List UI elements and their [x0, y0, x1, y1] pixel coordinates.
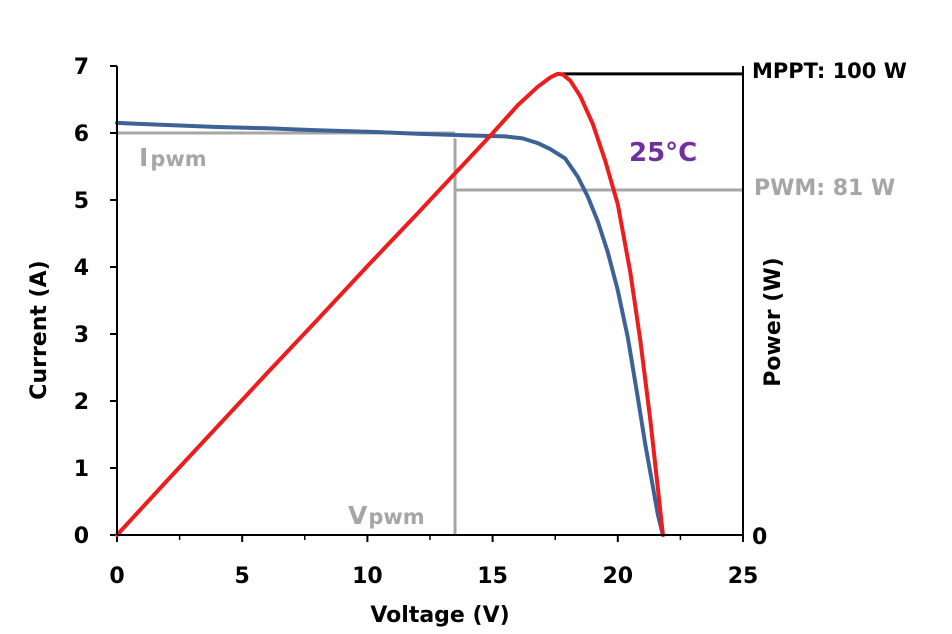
- power-tick-label: 0: [752, 525, 767, 550]
- vpwm-label: Vpwm: [348, 501, 425, 530]
- y-tick-label: 5: [74, 189, 89, 214]
- pwm-power-label: PWM: 81 W: [754, 176, 895, 201]
- series-lines: [115, 71, 665, 537]
- current-curve: [115, 120, 665, 537]
- x-tick-label: 15: [477, 564, 508, 589]
- y-tick-label: 6: [74, 122, 89, 147]
- power-axis-title: Power (W): [761, 257, 786, 386]
- mppt-power-label: MPPT: 100 W: [752, 59, 907, 83]
- y-tick-label: 2: [74, 390, 89, 415]
- y-tick-label: 1: [74, 457, 89, 482]
- x-tick-label: 25: [728, 564, 759, 589]
- ipwm-main: I: [139, 143, 148, 172]
- x-tick-label: 5: [235, 564, 250, 589]
- ipwm-label: Ipwm: [139, 143, 207, 172]
- temperature-label: 25°C: [629, 138, 697, 168]
- power-curve: [115, 71, 665, 537]
- x-ticks: 0 5 10 15 20 25: [109, 535, 758, 589]
- ipwm-sub: pwm: [150, 147, 206, 171]
- vpwm-sub: pwm: [368, 505, 424, 529]
- y-tick-label: 0: [74, 524, 89, 549]
- x-tick-label: 10: [352, 564, 383, 589]
- x-tick-label: 0: [109, 564, 124, 589]
- vpwm-main: V: [348, 501, 368, 530]
- y-tick-label: 7: [74, 55, 89, 80]
- x-tick-label: 20: [602, 564, 633, 589]
- x-axis-title: Voltage (V): [370, 603, 509, 628]
- y-tick-label: 3: [74, 323, 89, 348]
- y-axis-title: Current (A): [27, 260, 52, 399]
- y-tick-label: 4: [74, 256, 89, 281]
- y-ticks: 0 1 2 3 4 5 6 7: [74, 55, 117, 549]
